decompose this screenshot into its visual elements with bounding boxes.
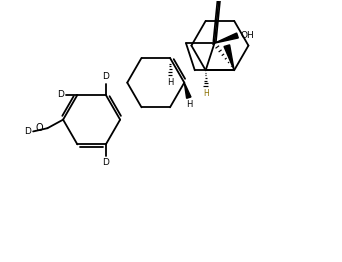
Text: OH: OH xyxy=(240,31,254,40)
Text: H: H xyxy=(167,78,173,87)
Text: H: H xyxy=(203,89,209,98)
Text: D: D xyxy=(24,127,30,136)
Text: D: D xyxy=(57,90,64,100)
Polygon shape xyxy=(224,45,234,70)
Text: D: D xyxy=(103,158,109,167)
Polygon shape xyxy=(214,33,238,43)
Text: O: O xyxy=(36,123,43,133)
Text: D: D xyxy=(103,72,109,81)
Text: H: H xyxy=(186,100,193,109)
Polygon shape xyxy=(184,83,191,98)
